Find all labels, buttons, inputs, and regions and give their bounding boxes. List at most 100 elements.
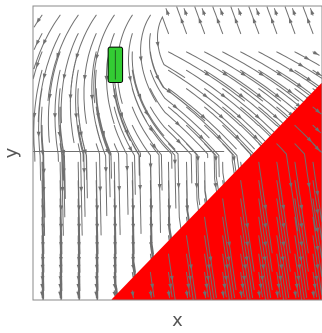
streamline-arrow-145 (204, 283, 209, 290)
streamline-arrow-162 (224, 275, 228, 282)
streamline-arrow-12 (32, 112, 37, 119)
streamline-arrow-240 (311, 291, 315, 298)
streamline-arrow-105 (173, 159, 177, 166)
streamline-arrow-180 (244, 256, 249, 263)
streamline-arrow-222 (270, 17, 275, 24)
streamline-arrow-224 (293, 291, 297, 298)
streamline-arrow-193 (258, 283, 263, 290)
streamline-arrow-225 (294, 283, 299, 290)
streamline-arrow-104 (157, 184, 162, 190)
streamline-arrow-236 (306, 76, 313, 82)
streamline-arrow-11 (36, 131, 41, 138)
streamline-arrow-239 (292, 8, 297, 15)
streamline-arrow-227 (297, 264, 302, 271)
streamline-arrow-114 (169, 275, 174, 282)
streamline-arrow-129 (186, 283, 191, 290)
streamline-arrow-46 (62, 74, 67, 81)
streamline-arrow-182 (245, 223, 249, 230)
streamline-arrow-249 (314, 127, 321, 133)
streamline-arrow-226 (296, 275, 300, 282)
streamline-arrow-87 (131, 205, 136, 212)
streamline-arrow-124 (202, 93, 209, 98)
streamline-arrow-250 (315, 108, 321, 114)
streamline-arrow-56 (98, 186, 103, 193)
streamline-arrow-244 (315, 245, 320, 252)
streamline-arrow-189 (276, 71, 283, 77)
y-axis-label: y (1, 147, 22, 158)
streamline-arrow-165 (227, 241, 231, 248)
streamline-arrow-196 (262, 256, 267, 263)
streamline-arrow-163 (225, 264, 229, 271)
streamline-arrow-71 (113, 205, 117, 212)
streamline-arrow-192 (257, 291, 261, 298)
streamline-arrow-147 (207, 264, 211, 271)
streamline-arrow-62 (83, 75, 87, 81)
streamline-arrow-108 (172, 104, 179, 110)
streamline-arrow-177 (240, 283, 245, 290)
streamline-arrow-73 (125, 166, 129, 172)
streamline-arrow-214 (281, 223, 286, 230)
streamline-arrow-170 (253, 134, 259, 140)
x-axis-label: x (172, 310, 183, 331)
streamline-arrow-220 (296, 82, 303, 88)
streamline-arrow-253 (312, 50, 319, 55)
streamline-arrow-231 (299, 204, 304, 211)
streamline-arrow-40 (79, 186, 84, 193)
streamline-arrow-28 (53, 113, 57, 119)
streamline-arrow-246 (315, 209, 320, 216)
streamline-arrow-194 (260, 275, 264, 282)
streamline-arrow-142 (180, 17, 185, 24)
streamline-arrow-140 (220, 93, 227, 98)
streamline-arrow-243 (315, 264, 320, 271)
streamline-arrow-238 (288, 17, 293, 24)
streamline-arrow-156 (238, 93, 245, 98)
streamline-arrow-216 (288, 182, 293, 189)
streamline-arrow-30 (42, 73, 47, 80)
streamline-arrow-174 (216, 17, 221, 24)
streamline-arrow-130 (187, 275, 192, 282)
streamline-arrow-255 (310, 8, 315, 15)
streamline-arrow-210 (278, 275, 282, 282)
streamline-arrow-190 (234, 17, 239, 24)
streamline-arrow-230 (299, 223, 304, 230)
streamline-arrow-77 (112, 94, 117, 101)
streamline-arrow-152 (213, 182, 218, 189)
streamline-arrow-173 (258, 71, 265, 77)
streamline-arrow-213 (281, 241, 286, 248)
streamline-arrow-123 (200, 114, 207, 120)
streamline-arrow-44 (74, 113, 78, 120)
streamline-arrow-187 (272, 114, 279, 120)
streamline-arrow-122 (198, 134, 205, 140)
streamline-arrow-206 (252, 17, 257, 24)
streamline-arrow-39 (77, 205, 81, 212)
streamline-arrow-78 (104, 75, 109, 82)
streamline-arrow-175 (220, 8, 225, 15)
streamline-arrow-13 (36, 62, 40, 69)
streamline-arrow-228 (298, 256, 303, 263)
streamline-arrow-248 (314, 145, 320, 152)
streamline-arrow-127 (166, 8, 170, 15)
streamline-arrow-179 (243, 264, 247, 271)
streamline-arrow-72 (117, 186, 122, 192)
shaded-region (111, 82, 322, 300)
streamline-arrow-90 (151, 143, 157, 150)
streamline-arrow-128 (184, 291, 189, 298)
streamline-arrow-212 (280, 256, 285, 263)
streamline-arrow-215 (281, 204, 286, 211)
streamlines-over-region-layer (130, 106, 322, 300)
streamline-arrow-143 (184, 8, 188, 15)
streamline-arrow-91 (148, 126, 154, 133)
streamline-arrow-199 (263, 204, 267, 211)
streamline-arrow-148 (208, 256, 213, 263)
streamline-arrow-110 (155, 74, 160, 81)
streamline-arrow-155 (236, 114, 243, 120)
streamline-arrow-76 (119, 112, 123, 119)
streamline-arrow-24 (60, 186, 65, 193)
streamline-arrow-88 (138, 185, 142, 191)
streamline-arrow-57 (103, 167, 108, 173)
streamline-arrow-204 (287, 88, 293, 94)
streamline-arrow-245 (315, 227, 320, 234)
streamline-arrow-125 (204, 71, 211, 77)
streamline-arrow-171 (254, 114, 261, 120)
streamline-arrow-131 (188, 264, 193, 271)
